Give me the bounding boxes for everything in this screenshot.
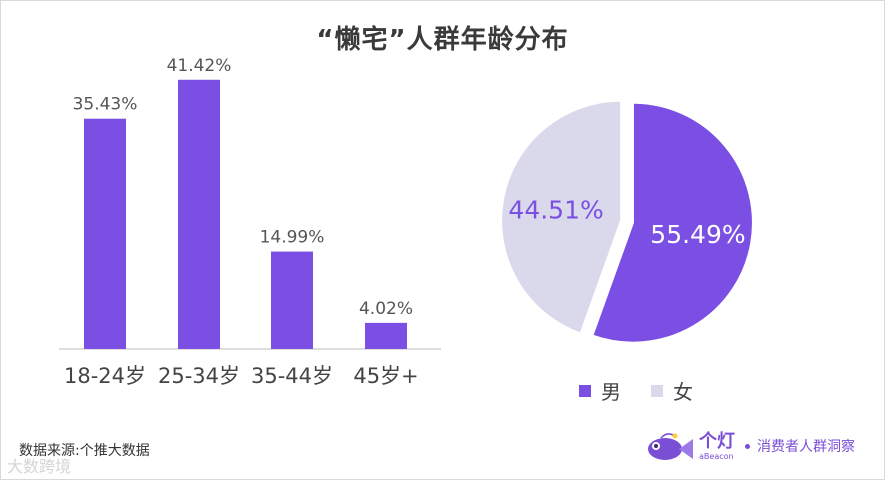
pie-slice-2 [500, 99, 623, 335]
bar-value-label: 41.42% [167, 56, 232, 76]
brand-separator-dot [745, 444, 750, 449]
bar-value-label: 14.99% [260, 228, 325, 248]
fish-mascot-icon [648, 433, 693, 460]
bar-value-label: 35.43% [73, 95, 138, 115]
bar-chart: 35.43% 18-24岁 41.42% 25-34岁 14.99% 35-44岁 4.02… [59, 56, 441, 388]
pie-value-label: 44.51% [508, 195, 603, 224]
x-tick-label: 35-44岁 [251, 364, 333, 388]
bar-3 [271, 251, 313, 349]
data-source-note: 数据来源:个推大数据 [19, 443, 150, 459]
pie-value-label: 55.49% [650, 220, 745, 249]
legend-swatch-2 [651, 385, 663, 397]
pie-chart: 55.49% 44.51% [500, 99, 754, 344]
legend-label: 男 [601, 380, 621, 404]
brand-tagline: 消费者人群洞察 [757, 439, 855, 455]
pie-slice-1 [591, 101, 754, 344]
x-tick-label: 45岁+ [353, 364, 418, 388]
x-tick-label: 18-24岁 [64, 364, 146, 388]
bar-2 [178, 79, 220, 350]
x-tick-label: 25-34岁 [158, 364, 240, 388]
legend-swatch-1 [579, 385, 591, 397]
brand-logo: 个灯 aBeacon 消费者人群洞察 [641, 427, 871, 471]
watermark-text: 大数跨境 [7, 457, 72, 476]
brand-name: 个灯 [699, 431, 735, 452]
bar-value-label: 4.02% [359, 299, 413, 319]
bar-1 [84, 118, 126, 349]
bar-4 [365, 322, 407, 349]
legend-label: 女 [673, 380, 693, 404]
brand-subname: aBeacon [699, 452, 734, 461]
pie-legend: 男女 [579, 380, 693, 404]
chart-title: “懒宅”人群年龄分布 [316, 25, 569, 55]
